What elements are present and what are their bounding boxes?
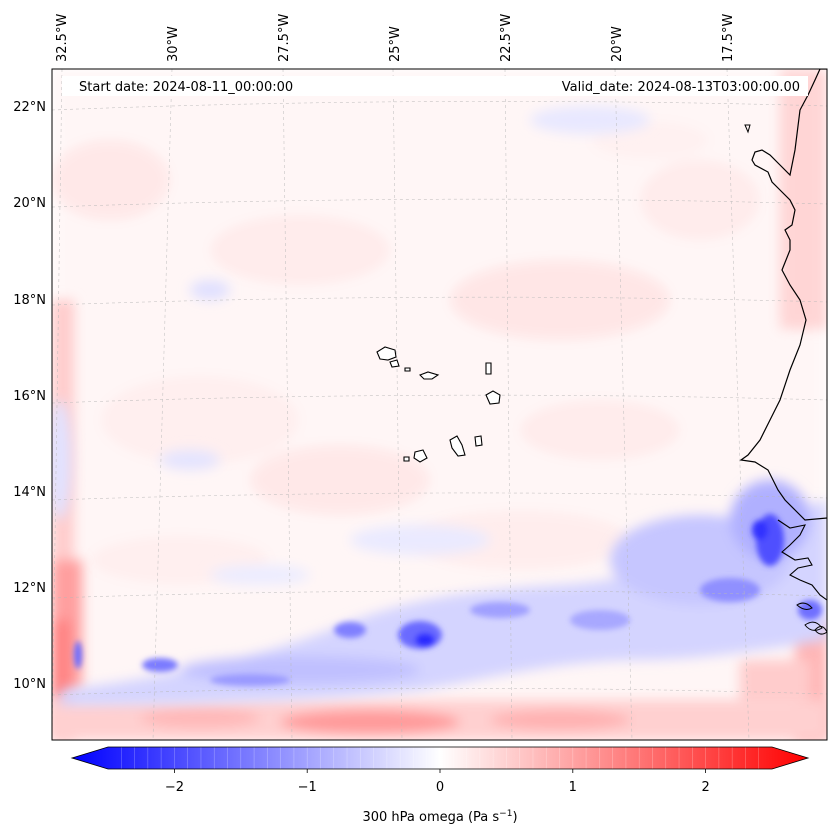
santiago-island: [449, 435, 466, 457]
santo-antao-island: [376, 346, 397, 361]
start-date-text: Start date: 2024-08-11_00:00:00: [79, 80, 293, 95]
map-panel: Start date: 2024-08-11_00:00:00 Valid_da…: [13, 14, 828, 741]
lon-label: 25°W: [388, 26, 403, 62]
lat-label: 16°N: [13, 389, 46, 404]
lon-label: 17.5°W: [721, 14, 736, 62]
lat-label: 14°N: [13, 485, 46, 500]
colorbar-ticks: −2 −1 0 1 2: [165, 769, 710, 795]
colorbar-tick-label: 1: [569, 780, 577, 795]
lon-label: 20°W: [610, 26, 625, 62]
sal-island: [485, 362, 492, 375]
valid-date-text: Valid_date: 2024-08-13T03:00:00.00: [562, 80, 800, 95]
colorbar-title-end: ): [512, 810, 517, 825]
colorbar-level-lines: [120, 747, 760, 769]
lat-label: 10°N: [13, 677, 46, 692]
bissagos-island: [804, 621, 823, 631]
lat-label: 22°N: [13, 100, 46, 115]
colorbar-tick-label: −1: [298, 780, 317, 795]
sao-vicente-island: [389, 359, 400, 368]
bissagos-island: [796, 602, 813, 610]
fogo-island: [413, 449, 428, 463]
graticule: [52, 69, 827, 740]
longitude-labels: 32.5°W 30°W 27.5°W 25°W 22.5°W 20°W 17.5…: [55, 14, 736, 62]
colorbar-title-sup: −1: [499, 809, 512, 819]
lat-label: 20°N: [13, 196, 46, 211]
omega-field: [52, 69, 827, 740]
latitude-labels: 22°N 20°N 18°N 16°N 14°N 12°N 10°N: [13, 100, 46, 692]
africa-coastline-south: [777, 519, 827, 601]
lat-label: 18°N: [13, 293, 46, 308]
lon-label: 32.5°W: [55, 14, 70, 62]
colorbar-tick-label: 0: [436, 780, 444, 795]
lat-label: 12°N: [13, 581, 46, 596]
brava-island: [403, 456, 410, 462]
colorbar-outline: [70, 746, 810, 770]
lon-label: 22.5°W: [499, 14, 514, 62]
africa-coastline: [739, 69, 827, 521]
cape-verde-islands: [376, 346, 501, 463]
header-box: [62, 76, 808, 96]
coast-islet: [744, 124, 751, 134]
map-frame: [51, 68, 828, 741]
colorbar-tick-label: −2: [165, 780, 184, 795]
sao-nicolau-island: [419, 371, 440, 380]
colorbar: −2 −1 0 1 2 300 hPa omega (Pa s−1): [70, 746, 810, 825]
lon-label: 30°W: [166, 26, 181, 62]
lon-label: 27.5°W: [277, 14, 292, 62]
colorbar-fill: [72, 747, 808, 769]
colorbar-title-main: 300 hPa omega (Pa s: [362, 810, 499, 825]
maio-island: [474, 435, 483, 447]
bissagos-island: [814, 626, 827, 635]
colorbar-tick-label: 2: [701, 780, 709, 795]
boa-vista-island: [485, 390, 501, 405]
colorbar-title: 300 hPa omega (Pa s−1): [362, 809, 517, 825]
santa-luzia-island: [404, 367, 411, 372]
